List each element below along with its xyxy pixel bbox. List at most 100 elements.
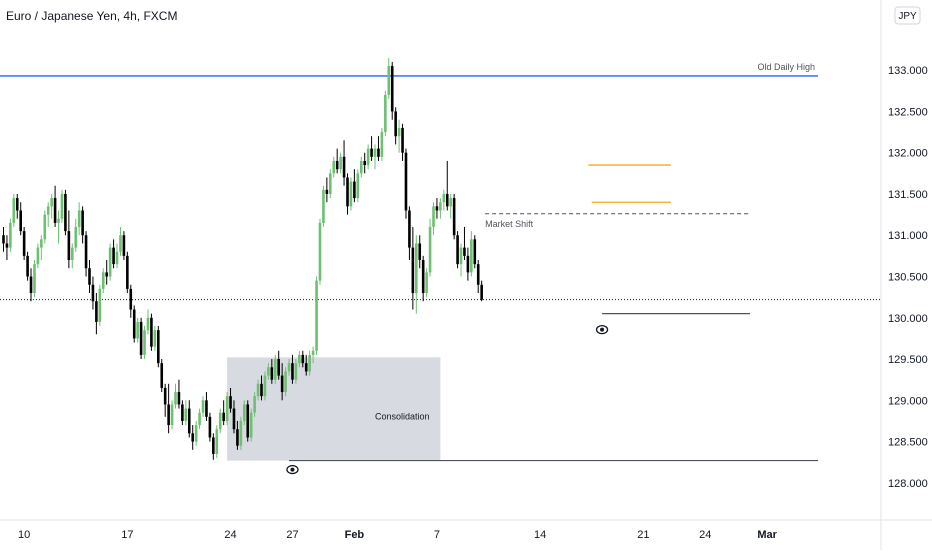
candle-body — [208, 416, 212, 438]
candle-body — [15, 198, 19, 211]
candle — [108, 243, 112, 281]
candle — [225, 392, 229, 426]
candle — [291, 354, 294, 384]
candle — [88, 260, 91, 294]
time-tick-label: 27 — [286, 529, 298, 541]
price-tick-label: 129.500 — [888, 354, 928, 366]
candle — [452, 193, 456, 240]
candle — [428, 218, 432, 277]
currency-badge-label[interactable]: JPY — [898, 11, 917, 22]
candle-body — [380, 132, 384, 157]
candle — [71, 243, 74, 269]
candle-body — [198, 412, 201, 426]
candle — [390, 61, 394, 120]
candle — [353, 169, 356, 203]
time-tick-label: 10 — [18, 529, 30, 541]
candle-body — [339, 156, 342, 170]
price-tick-label: 131.500 — [888, 189, 928, 201]
currency-badge[interactable]: JPY — [894, 6, 921, 25]
candle-body — [167, 404, 170, 426]
candle-body — [277, 359, 280, 376]
candle — [318, 218, 322, 285]
candle-body — [394, 111, 397, 137]
candle — [143, 326, 146, 360]
candle — [370, 136, 373, 161]
candle-body — [370, 148, 373, 157]
candle-body — [308, 354, 311, 372]
candle — [304, 354, 308, 376]
candle — [394, 107, 397, 145]
candle-body — [132, 309, 136, 339]
candle-body — [311, 350, 315, 355]
candle-body — [260, 383, 263, 397]
candle — [366, 144, 370, 170]
candle — [33, 260, 36, 298]
candle — [298, 350, 301, 368]
candle — [387, 57, 391, 100]
candle — [139, 317, 143, 360]
candle-body — [170, 404, 174, 426]
price-tick-label: 130.500 — [888, 272, 928, 284]
time-tick-label: Feb — [345, 529, 365, 541]
candle-body — [253, 396, 256, 413]
candle — [201, 396, 205, 417]
candle — [439, 198, 442, 219]
candle-body — [222, 412, 225, 421]
candle — [146, 309, 150, 335]
candle-body — [98, 288, 102, 322]
candle-body — [445, 193, 449, 207]
candle-body — [153, 330, 157, 347]
candle — [50, 193, 53, 219]
consolidation-label: Consolidation — [375, 411, 430, 421]
candle-body — [160, 363, 164, 388]
candle-body — [239, 420, 243, 446]
candle — [12, 193, 16, 227]
candle-body — [418, 243, 422, 260]
old-daily-high-label: Old Daily High — [757, 62, 815, 72]
candle-body — [384, 94, 387, 133]
candle — [212, 433, 215, 460]
time-tick-label: 17 — [121, 529, 133, 541]
candle — [218, 408, 222, 434]
candle — [401, 123, 404, 161]
candle-body — [201, 400, 205, 413]
candle-body — [157, 330, 160, 364]
candle — [115, 243, 119, 269]
candle — [335, 148, 339, 174]
candle-body — [287, 363, 291, 372]
candle — [122, 231, 126, 260]
candle-body — [236, 429, 239, 446]
candle — [466, 247, 470, 281]
candle — [170, 400, 174, 430]
candle-body — [181, 404, 184, 421]
candle-body — [26, 255, 29, 277]
candle-body — [470, 239, 473, 273]
candle — [408, 206, 411, 260]
time-tick-label: Mar — [757, 529, 777, 541]
candle — [15, 193, 19, 219]
candle-body — [263, 375, 267, 397]
candle-body — [270, 367, 274, 380]
candle — [101, 268, 105, 294]
price-tick-label: 129.000 — [888, 395, 928, 407]
candle-body — [88, 268, 91, 285]
candle — [40, 235, 43, 260]
candle — [229, 387, 232, 413]
candle — [119, 226, 122, 256]
candle — [105, 260, 108, 285]
candle — [208, 412, 212, 442]
candle-body — [53, 198, 57, 223]
candle-body — [284, 371, 287, 393]
candle — [363, 152, 366, 174]
candle-body — [256, 383, 260, 397]
candle-body — [421, 260, 425, 294]
candle-body — [332, 160, 336, 174]
candle — [222, 400, 225, 426]
candle — [74, 218, 78, 252]
candle — [198, 408, 201, 430]
candle-body — [212, 437, 215, 454]
candle-body — [377, 148, 380, 157]
candle — [57, 210, 60, 244]
candle-body — [43, 214, 47, 240]
candle-body — [459, 247, 463, 265]
